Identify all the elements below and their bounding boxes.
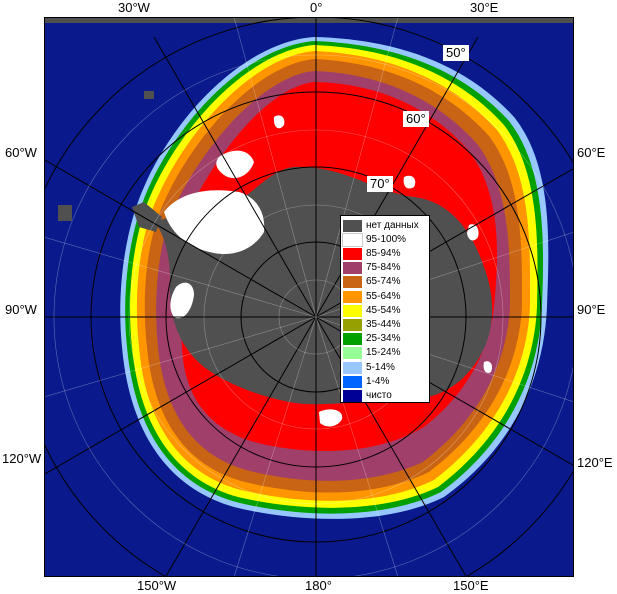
fine-graticule (44, 17, 574, 577)
lat-label-50: 50° (443, 45, 469, 61)
lon-label-60w: 60°W (5, 145, 37, 160)
lon-label-150e: 150°E (453, 578, 489, 593)
legend-swatch (343, 290, 362, 303)
legend-label: 25-34% (366, 333, 401, 345)
legend-label: 65-74% (366, 276, 401, 288)
legend-label: 95-100% (366, 233, 407, 245)
legend-item: 25-34% (343, 333, 400, 346)
no-data-peninsula (132, 202, 162, 232)
legend-item: 95-100% (342, 232, 407, 247)
legend-label: 5-14% (366, 361, 395, 373)
ice-patch-95-100 (403, 175, 416, 189)
polar-map-svg (44, 17, 574, 577)
legend-swatch (343, 276, 362, 289)
no-data-speck (58, 205, 72, 221)
legend-label: 45-54% (366, 304, 401, 316)
lon-label-90e: 90°E (577, 302, 606, 317)
legend-label: 35-44% (366, 318, 401, 330)
ice-patch-95-100 (319, 409, 343, 427)
ice-patch-95-100 (483, 361, 493, 373)
legend-label: чисто (366, 389, 392, 401)
legend-swatch (342, 232, 363, 247)
lon-label-120e: 120°E (577, 455, 613, 470)
lon-label-90w: 90°W (5, 302, 37, 317)
legend-swatch (343, 262, 362, 275)
legend-item: 15-24% (343, 347, 400, 360)
legend-label: 55-64% (366, 290, 401, 302)
legend-item: 65-74% (343, 276, 400, 289)
ice-patch-95-100 (164, 190, 265, 255)
legend-swatch (343, 318, 362, 331)
legend-label: нет данных (366, 219, 419, 231)
legend-swatch (343, 361, 362, 374)
legend-swatch (343, 347, 362, 360)
legend-item: 85-94% (343, 247, 400, 260)
legend-swatch (343, 247, 362, 260)
legend-item: нет данных (343, 219, 419, 232)
legend-item: 5-14% (343, 361, 395, 374)
legend-label: 15-24% (366, 347, 401, 359)
legend-label: 75-84% (366, 262, 401, 274)
legend-item: 35-44% (343, 318, 400, 331)
legend-item: чисто (343, 389, 392, 402)
lat-label-70: 70° (367, 176, 393, 192)
lat-label-60: 60° (403, 111, 429, 127)
no-data-speck (144, 91, 154, 99)
no-data-corner-strip (44, 17, 574, 23)
ice-patch-95-100 (273, 115, 285, 129)
legend-swatch (343, 375, 362, 388)
lon-label-0: 0° (310, 0, 323, 15)
legend-item: 45-54% (343, 304, 400, 317)
legend-label: 85-94% (366, 247, 401, 259)
map-border (44, 17, 574, 577)
lon-label-150w: 150°W (137, 578, 177, 593)
legend: нет данных 95-100% 85-94% 75-84% 65-74% 55-64… (340, 215, 430, 403)
legend-label: 1-4% (366, 375, 390, 387)
lon-label-120w: 120°W (2, 451, 42, 466)
legend-item: 75-84% (343, 262, 400, 275)
legend-swatch (343, 333, 362, 346)
ice-concentration-map (44, 17, 574, 577)
legend-item: 1-4% (343, 375, 389, 388)
legend-swatch (343, 389, 362, 402)
ice-patch-95-100 (170, 282, 194, 319)
legend-item: 55-64% (343, 290, 400, 303)
lon-label-180: 180° (305, 578, 332, 593)
legend-swatch (343, 304, 362, 317)
ice-patch-95-100 (216, 150, 254, 179)
lon-label-60e: 60°E (577, 145, 606, 160)
lon-label-30w: 30°W (118, 0, 150, 15)
lon-label-30e: 30°E (470, 0, 499, 15)
legend-swatch (343, 219, 362, 232)
